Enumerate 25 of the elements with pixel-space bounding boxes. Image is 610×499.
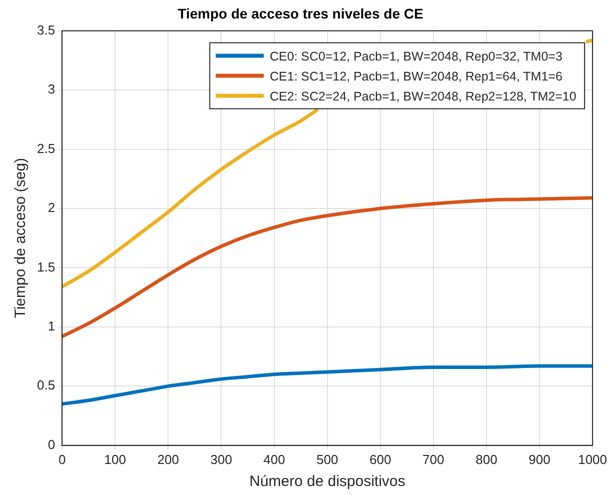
- y-tick-label: 1.5: [36, 259, 56, 274]
- y-tick-label: 2: [48, 200, 56, 216]
- y-tick-label: 0.5: [36, 378, 56, 393]
- x-tick-label: 900: [528, 452, 550, 467]
- x-tick-label: 400: [263, 452, 286, 467]
- x-tick-label: 0: [58, 452, 66, 467]
- x-tick-label: 500: [316, 452, 338, 467]
- y-tick-label: 3: [48, 82, 56, 97]
- x-tick-label: 1000: [578, 452, 607, 467]
- x-tick-label: 300: [210, 452, 232, 467]
- y-tick-label: 2.5: [36, 140, 56, 156]
- y-tick-label: 3.5: [36, 22, 56, 38]
- y-tick-label: 0: [48, 436, 56, 452]
- legend-label: CE2: SC2=24, Pacb=1, BW=2048, Rep2=128, TM2=10: [270, 89, 576, 104]
- x-axis-title: Número de dispositivos: [249, 473, 406, 490]
- x-tick-label: 200: [157, 452, 180, 467]
- legend-label: CE0: SC0=12, Pacb=1, BW=2048, Rep0=32, TM0=3: [270, 49, 562, 64]
- x-tick-label: 600: [370, 452, 392, 467]
- x-tick-label: 100: [104, 452, 126, 467]
- y-tick-label: 1: [48, 318, 56, 334]
- y-axis-title: Tiempo de acceso (seg): [12, 158, 30, 318]
- x-tick-label: 800: [476, 452, 498, 467]
- legend-label: CE1: SC1=12, Pacb=1, BW=2048, Rep1=64, TM1=6: [270, 69, 562, 84]
- chart-title: Tiempo de acceso tres niveles de CE: [178, 5, 424, 22]
- x-tick-label: 700: [422, 452, 444, 467]
